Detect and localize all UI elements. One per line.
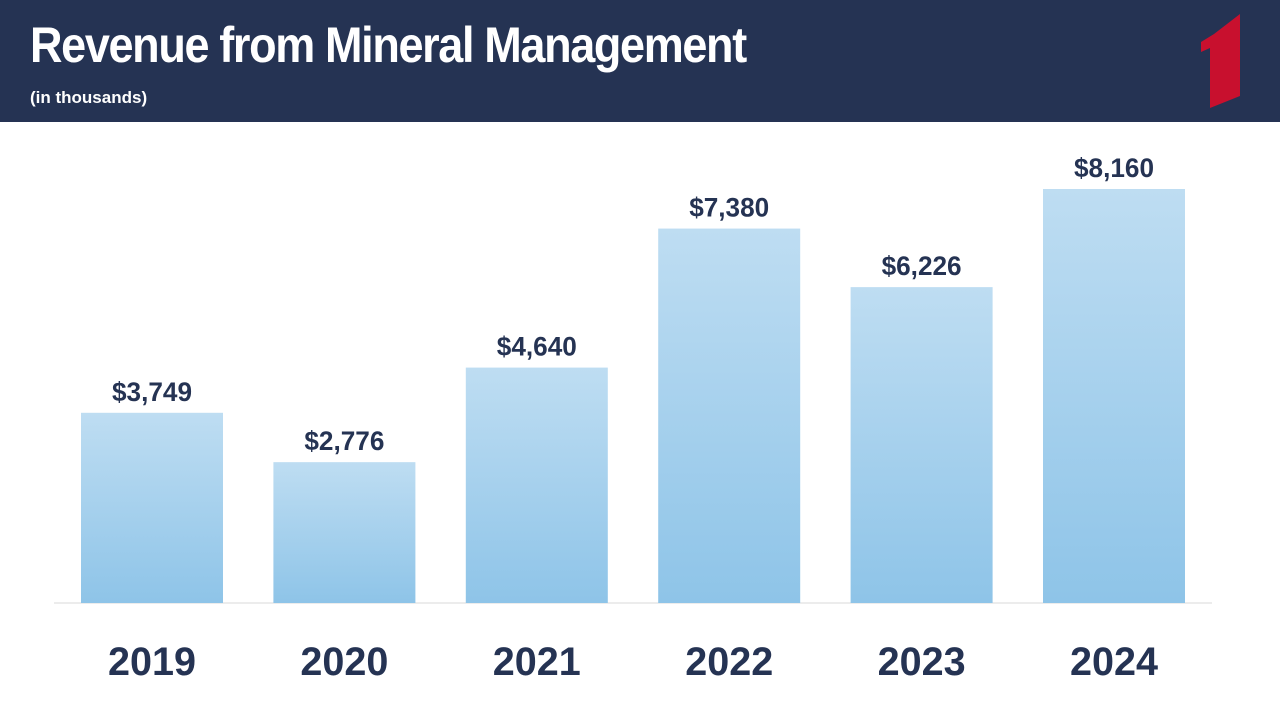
page-title: Revenue from Mineral Management xyxy=(30,17,747,73)
page-subtitle: (in thousands) xyxy=(30,88,148,107)
x-tick-label-2024: 2024 xyxy=(1070,640,1159,684)
x-tick-label-2019: 2019 xyxy=(108,640,196,684)
bar-2022 xyxy=(658,228,801,603)
bar-2023 xyxy=(850,287,993,603)
header-bar: Revenue from Mineral Management (in thou… xyxy=(0,0,1280,122)
bar-2021 xyxy=(465,367,608,603)
logo-icon xyxy=(1201,14,1240,108)
data-label-2019: $3,749 xyxy=(112,377,192,407)
data-label-2021: $4,640 xyxy=(497,332,577,362)
x-tick-label-2022: 2022 xyxy=(685,640,773,684)
x-tick-label-2020: 2020 xyxy=(300,640,388,684)
logo-numeral-shape xyxy=(1201,14,1240,108)
bar-2024 xyxy=(1043,189,1185,603)
data-label-2023: $6,226 xyxy=(882,251,962,281)
x-tick-label-2021: 2021 xyxy=(493,640,581,684)
data-label-2020: $2,776 xyxy=(304,426,384,456)
bar-chart: $3,749 2019 $2,776 2020 $4,640 2021 $7,380 2022… xyxy=(54,153,1212,684)
data-label-2022: $7,380 xyxy=(689,193,769,223)
data-label-2024: $8,160 xyxy=(1074,153,1154,183)
x-tick-label-2023: 2023 xyxy=(878,640,966,684)
bar-2019 xyxy=(81,412,223,603)
bar-2020 xyxy=(273,462,416,603)
